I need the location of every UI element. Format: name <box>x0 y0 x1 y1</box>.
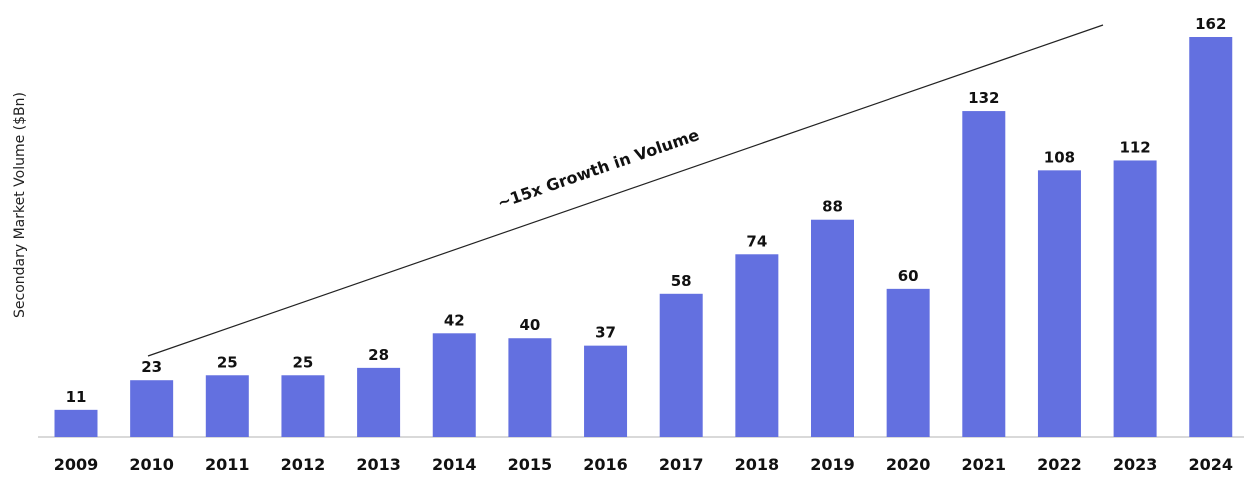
data-label-2022: 108 <box>1044 148 1075 166</box>
x-tick-2020: 2020 <box>886 455 931 474</box>
growth-trend-line <box>147 24 1104 357</box>
bar-2011 <box>205 375 249 437</box>
bar-2021 <box>962 111 1006 438</box>
data-label-2014: 42 <box>444 311 465 329</box>
data-label-2024: 162 <box>1195 15 1226 33</box>
x-tick-2023: 2023 <box>1113 455 1158 474</box>
data-label-2020: 60 <box>898 267 919 285</box>
x-tick-2011: 2011 <box>205 455 250 474</box>
bar-2017 <box>659 293 703 437</box>
x-tick-2022: 2022 <box>1037 455 1082 474</box>
data-label-2013: 28 <box>368 346 389 364</box>
data-label-2010: 23 <box>141 358 162 376</box>
data-label-2012: 25 <box>293 353 314 371</box>
data-label-2023: 112 <box>1119 138 1150 156</box>
data-label-2015: 40 <box>519 316 540 334</box>
x-tick-2019: 2019 <box>810 455 855 474</box>
bar-2012 <box>281 375 325 437</box>
data-label-2009: 11 <box>66 388 87 406</box>
bar-2013 <box>357 367 401 437</box>
bar-2024 <box>1189 37 1233 437</box>
bar-2022 <box>1037 170 1081 438</box>
x-tick-2017: 2017 <box>659 455 704 474</box>
y-axis-label: Secondary Market Volume ($Bn) <box>12 92 28 318</box>
x-tick-2012: 2012 <box>281 455 326 474</box>
data-label-2011: 25 <box>217 353 238 371</box>
x-tick-2010: 2010 <box>129 455 174 474</box>
bar-2023 <box>1113 160 1157 437</box>
x-tick-2018: 2018 <box>735 455 780 474</box>
data-label-2019: 88 <box>822 198 843 216</box>
bar-2015 <box>508 338 552 437</box>
bar-2014 <box>432 333 476 437</box>
data-label-2018: 74 <box>746 232 767 250</box>
bar-2019 <box>811 219 854 437</box>
x-tick-2015: 2015 <box>508 455 553 474</box>
x-tick-2013: 2013 <box>356 455 401 474</box>
bar-2016 <box>584 345 628 437</box>
x-tick-2021: 2021 <box>962 455 1007 474</box>
bar-2009 <box>54 409 98 437</box>
data-label-2017: 58 <box>671 272 692 290</box>
x-tick-2009: 2009 <box>54 455 99 474</box>
x-tick-2024: 2024 <box>1188 455 1233 474</box>
bar-2018 <box>735 254 779 437</box>
data-label-2016: 37 <box>595 324 616 342</box>
bar-2020 <box>886 288 930 437</box>
x-tick-2016: 2016 <box>583 455 628 474</box>
bar-2010 <box>130 380 174 437</box>
data-label-2021: 132 <box>968 89 999 107</box>
x-tick-2014: 2014 <box>432 455 477 474</box>
